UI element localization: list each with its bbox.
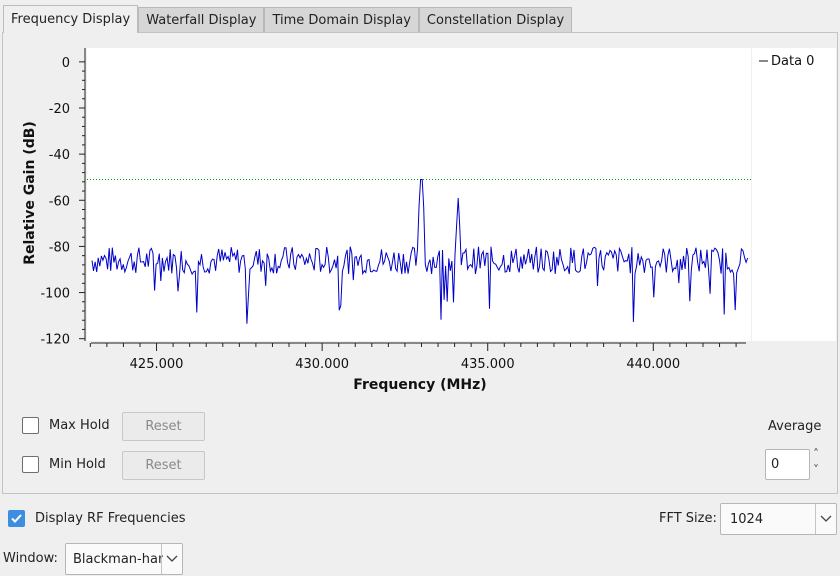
max-hold-label: Max Hold: [49, 418, 110, 433]
tab-label: Waterfall Display: [146, 12, 257, 28]
window-value: Blackman-harri: [73, 551, 163, 567]
checkmark-icon: [11, 514, 22, 523]
y-tick-label: -120: [40, 333, 70, 348]
fft-size-label: FFT Size:: [659, 511, 717, 526]
average-spinbox[interactable]: 0: [765, 449, 810, 480]
tab-constellation-display[interactable]: Constellation Display: [418, 7, 573, 32]
y-tick-label: -20: [49, 102, 70, 117]
max-hold-checkbox[interactable]: [22, 417, 39, 434]
x-ticks: 425.000 430.000 435.000 440.000: [89, 343, 737, 372]
tab-label: Time Domain Display: [272, 12, 411, 28]
plot-canvas: [87, 48, 751, 341]
display-rf-checkbox[interactable]: [8, 510, 25, 527]
min-hold-label: Min Hold: [49, 457, 106, 472]
legend-box: [752, 48, 836, 341]
min-hold-checkbox[interactable]: [22, 456, 39, 473]
tab-label: Constellation Display: [426, 12, 565, 28]
y-axis-label: Relative Gain (dB): [22, 121, 38, 265]
x-tick-label: 425.000: [130, 357, 184, 372]
average-value: 0: [771, 457, 780, 472]
average-label: Average: [768, 419, 822, 434]
x-axis-label: Frequency (MHz): [353, 377, 486, 393]
spin-down-icon[interactable]: ˅: [813, 463, 819, 477]
min-hold-reset-button[interactable]: Reset: [122, 451, 205, 480]
frequency-plot[interactable]: Data 0 Relative Gain (dB) Frequency (MHz…: [3, 33, 837, 405]
chevron-down-icon: [161, 544, 182, 574]
series-trace-data-0: [91, 179, 749, 324]
spin-up-icon[interactable]: ˄: [813, 447, 819, 461]
y-tick-label: 0: [62, 56, 70, 71]
display-rf-label: Display RF Frequencies: [35, 511, 186, 526]
fft-size-combobox[interactable]: 1024: [720, 503, 837, 535]
tab-label: Frequency Display: [11, 12, 131, 27]
y-tick-label: -60: [49, 194, 70, 209]
x-tick-label: 430.000: [295, 357, 349, 372]
x-tick-label: 435.000: [461, 357, 515, 372]
window-label: Window:: [3, 551, 58, 566]
chevron-down-icon: [815, 504, 836, 534]
window-combobox[interactable]: Blackman-harri: [65, 543, 183, 575]
tab-bar: Frequency Display Waterfall Display Time…: [3, 5, 573, 33]
y-tick-label: -100: [40, 287, 70, 302]
y-tick-label: -80: [49, 240, 70, 255]
tab-time-domain-display[interactable]: Time Domain Display: [264, 7, 419, 32]
y-ticks: 0 -20 -40 -60 -80 -100 -120: [40, 56, 85, 348]
y-tick-label: -40: [49, 148, 70, 163]
tab-waterfall-display[interactable]: Waterfall Display: [138, 7, 265, 32]
max-hold-reset-button[interactable]: Reset: [122, 412, 205, 441]
tab-frequency-display[interactable]: Frequency Display: [3, 5, 139, 33]
frequency-display-panel: Data 0 Relative Gain (dB) Frequency (MHz…: [2, 32, 838, 494]
fft-size-value: 1024: [730, 511, 764, 527]
legend-entry: Data 0: [771, 54, 814, 69]
x-tick-label: 440.000: [626, 357, 680, 372]
